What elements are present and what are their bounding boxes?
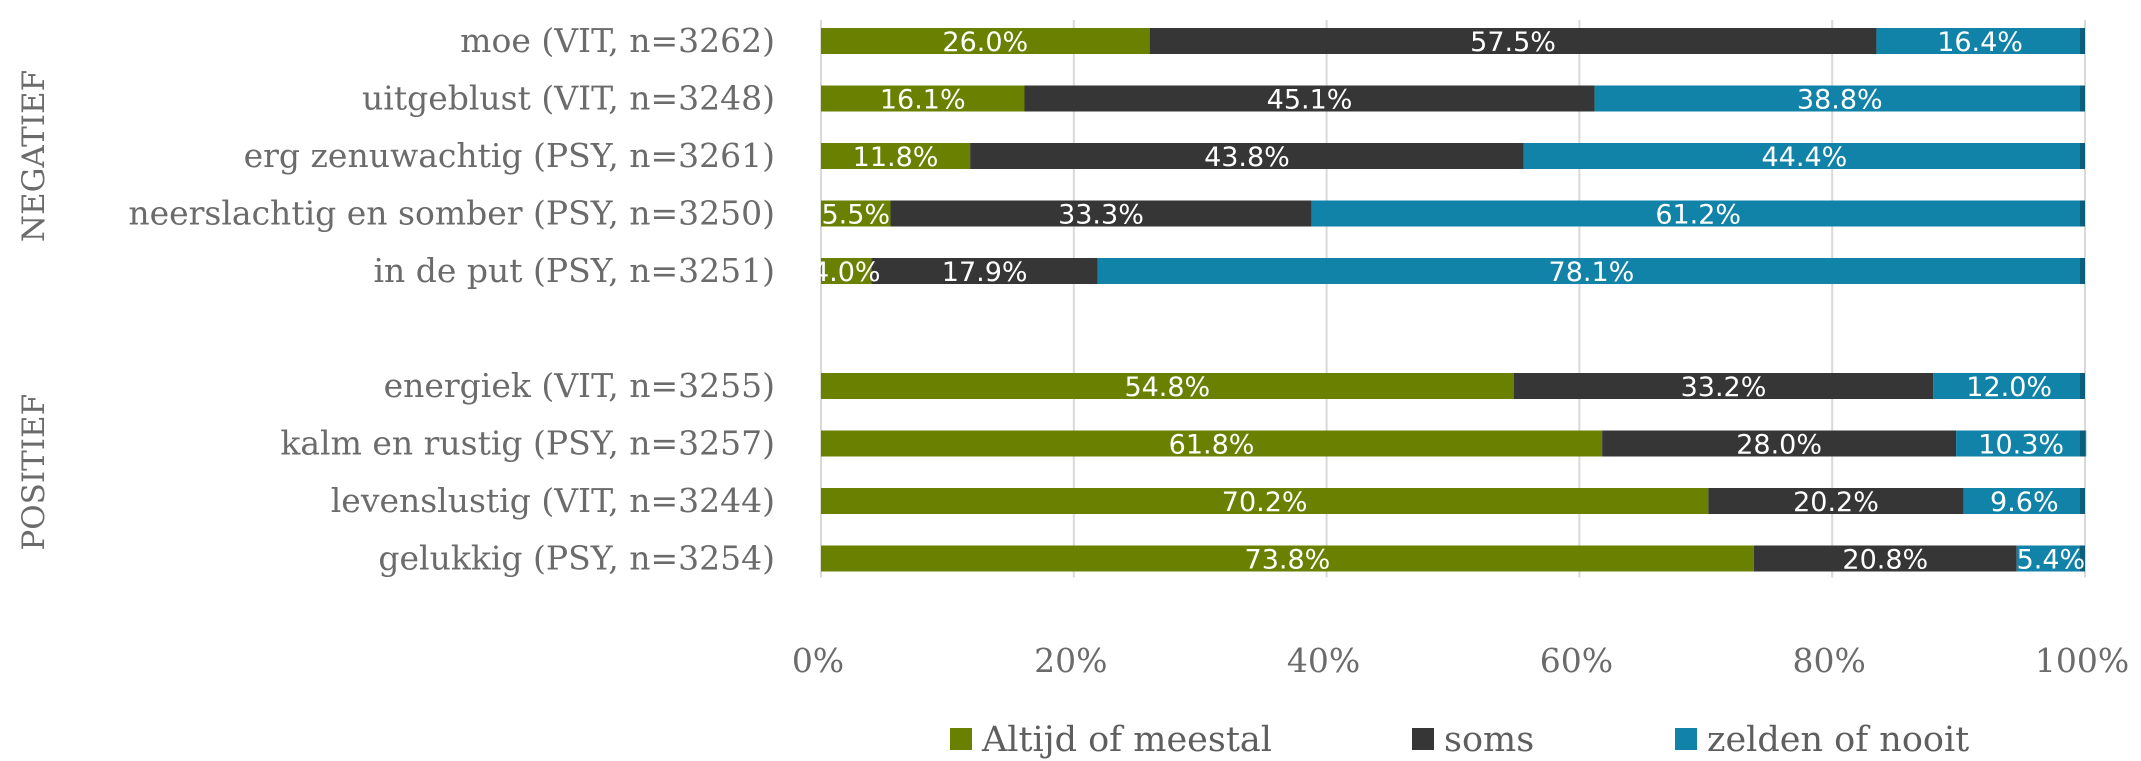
x-tick-label: 100%	[2035, 641, 2129, 680]
bar-segment	[1956, 430, 2087, 457]
bar-segment	[1311, 200, 2085, 227]
bar-segment	[821, 488, 1709, 514]
bar-segment	[1753, 545, 2017, 572]
data-label: 12.0%	[1966, 372, 2052, 403]
value-labels: 26.0% 57.5% 16.4% 16.1% 45.1% 38.8% 11.8% 43.8%…	[812, 27, 2085, 576]
data-label: 17.9%	[942, 257, 1028, 288]
bar-segment	[821, 200, 891, 227]
data-label: 20.8%	[1842, 545, 1928, 576]
x-tick-label: 0%	[792, 641, 844, 680]
bar-segment	[1523, 143, 2085, 169]
bar-segment	[1876, 28, 2084, 54]
x-tick-label: 20%	[1034, 641, 1107, 680]
bar-segment	[821, 28, 1150, 54]
bar-segment	[1708, 488, 1964, 514]
x-tick-label: 60%	[1540, 641, 1613, 680]
category-label: levenslustig (VIT, n=3244)	[331, 481, 775, 520]
data-label: 70.2%	[1222, 487, 1308, 518]
category-label: in de put (PSY, n=3251)	[373, 251, 775, 290]
data-label: 61.8%	[1169, 430, 1255, 461]
x-tick-label: 40%	[1287, 641, 1360, 680]
data-label: 4.0%	[812, 257, 881, 288]
bar-end-cap	[2080, 488, 2085, 514]
bar-segment	[821, 85, 1025, 112]
bar-segment	[821, 258, 872, 284]
bar-end-cap	[2080, 258, 2085, 284]
bar-segment	[1594, 85, 2085, 112]
bar-end-cap	[2080, 28, 2085, 54]
bars	[821, 28, 2087, 572]
bar-segment	[871, 258, 1098, 284]
bar-segment	[821, 430, 1603, 457]
bar-segment	[1149, 28, 1877, 54]
category-label: erg zenuwachtig (PSY, n=3261)	[244, 136, 775, 175]
category-label: uitgeblust (VIT, n=3248)	[362, 79, 775, 118]
category-label: moe (VIT, n=3262)	[460, 21, 775, 60]
legend-label: zelden of nooit	[1707, 720, 1969, 760]
bar-end-cap	[2080, 430, 2085, 457]
bar-segment	[1024, 85, 1595, 112]
category-label: neerslachtig en somber (PSY, n=3250)	[128, 194, 775, 233]
bar-end-cap	[2080, 373, 2085, 399]
category-label: gelukkig (PSY, n=3254)	[378, 539, 775, 578]
data-label: 28.0%	[1736, 430, 1822, 461]
x-axis-ticks: 0% 20% 40% 60% 80% 100%	[792, 641, 2129, 680]
data-label: 44.4%	[1762, 142, 1848, 173]
bar-end-cap	[2080, 200, 2085, 227]
data-label: 57.5%	[1470, 27, 1556, 58]
data-label: 10.3%	[1978, 430, 2064, 461]
legend-label: soms	[1444, 720, 1534, 760]
legend-label: Altijd of meestal	[981, 720, 1272, 760]
bar-segment	[1963, 488, 2085, 514]
data-label: 26.0%	[942, 27, 1028, 58]
bar-segment	[821, 373, 1514, 399]
bar-segment	[1097, 258, 2085, 284]
group-labels: NEGATIEF POSITIEF	[16, 70, 52, 551]
category-label: kalm en rustig (PSY, n=3257)	[280, 424, 775, 463]
bar-end-cap	[2080, 143, 2085, 169]
bar-segment	[890, 200, 1312, 227]
legend-swatch	[1675, 728, 1697, 750]
data-label: 38.8%	[1797, 85, 1883, 116]
bar-segment	[1933, 373, 2085, 399]
data-label: 45.1%	[1267, 85, 1353, 116]
bar-segment	[1602, 430, 1957, 457]
bar-segment	[970, 143, 1524, 169]
gridlines	[820, 20, 2086, 578]
data-label: 16.4%	[1937, 27, 2023, 58]
x-tick-label: 80%	[1793, 641, 1866, 680]
legend-swatch	[950, 728, 972, 750]
data-label: 33.2%	[1681, 372, 1767, 403]
category-labels: moe (VIT, n=3262) uitgeblust (VIT, n=3248…	[128, 21, 775, 578]
bar-segment	[2016, 545, 2085, 572]
data-label: 61.2%	[1655, 200, 1741, 231]
data-label: 16.1%	[880, 85, 966, 116]
bar-end-cap	[2080, 85, 2085, 112]
category-label: energiek (VIT, n=3255)	[384, 366, 775, 405]
data-label: 33.3%	[1058, 200, 1144, 231]
data-label: 20.2%	[1793, 487, 1879, 518]
bar-segment	[1513, 373, 1934, 399]
data-label: 78.1%	[1549, 257, 1635, 288]
data-label: 5.5%	[821, 200, 890, 231]
bar-segment	[821, 545, 1754, 572]
legend-swatch	[1412, 728, 1434, 750]
legend: Altijd of meestal soms zelden of nooit	[950, 720, 1969, 760]
data-label: 11.8%	[853, 142, 939, 173]
bar-end-cap	[2080, 545, 2085, 572]
data-label: 5.4%	[2017, 545, 2086, 576]
data-label: 54.8%	[1124, 372, 1210, 403]
bar-segment	[821, 143, 971, 169]
data-label: 73.8%	[1245, 545, 1331, 576]
data-label: 43.8%	[1204, 142, 1290, 173]
data-label: 9.6%	[1990, 487, 2059, 518]
group-label: NEGATIEF	[16, 70, 52, 242]
group-label: POSITIEF	[16, 394, 52, 551]
